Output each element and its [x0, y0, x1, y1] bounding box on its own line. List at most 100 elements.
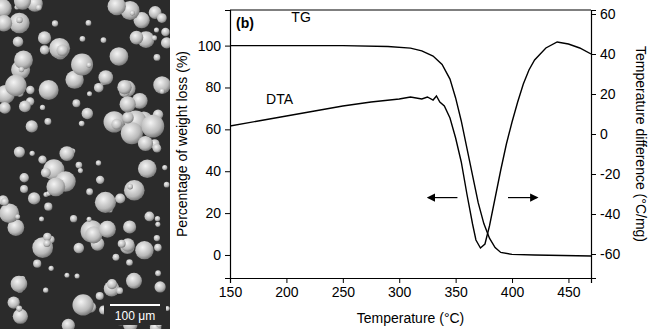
- particle: [39, 216, 44, 221]
- particle: [87, 91, 92, 96]
- tick: 100: [198, 38, 230, 54]
- axis-line: [231, 279, 592, 284]
- particle: [110, 47, 129, 66]
- particle: [52, 20, 58, 26]
- y-axis: 020406080100: [198, 11, 231, 279]
- particle: [40, 105, 45, 110]
- particle: [108, 0, 126, 15]
- tick: 0: [213, 247, 230, 263]
- particle: [144, 211, 154, 221]
- particle: [38, 31, 51, 44]
- particle: [72, 294, 93, 315]
- particle: [15, 214, 20, 219]
- figure: 100 μm150200250300350400450020406080100-…: [0, 0, 651, 329]
- particle: [157, 13, 167, 23]
- particle: [154, 235, 160, 241]
- tick: 80: [205, 79, 230, 95]
- particle: [39, 80, 59, 100]
- tick: 250: [332, 278, 356, 300]
- axis-arrow: [429, 197, 458, 198]
- particle: [46, 177, 65, 196]
- series-line: [230, 42, 591, 248]
- x-axis: 150 200 250 300 350 400 450: [219, 278, 592, 300]
- particle: [153, 76, 170, 93]
- axis-line: [225, 11, 231, 279]
- particle: [14, 146, 25, 157]
- x-axis-title: Temperature (°C): [357, 310, 465, 326]
- tick-label: 450: [557, 284, 581, 300]
- particle: [78, 168, 83, 173]
- particle: [64, 273, 69, 278]
- particle: [86, 188, 93, 195]
- particle: [49, 38, 70, 59]
- particle: [164, 182, 170, 188]
- particle: [11, 276, 28, 293]
- tick-label: 350: [444, 284, 468, 300]
- particle: [16, 306, 22, 312]
- tick-label: 100: [198, 38, 222, 54]
- particle: [20, 173, 29, 182]
- scale-bar: [110, 304, 160, 306]
- particle: [154, 244, 162, 252]
- particle: [96, 160, 101, 165]
- particle: [30, 151, 35, 156]
- particle: [49, 266, 54, 271]
- tick: 300: [388, 278, 412, 300]
- tick-mark: [456, 278, 457, 283]
- tick-mark: [225, 129, 230, 130]
- tick-label: 200: [275, 284, 299, 300]
- tick-label: 400: [501, 284, 525, 300]
- particle: [141, 115, 164, 138]
- tick-mark: [568, 278, 569, 283]
- particle: [43, 287, 48, 292]
- particle: [20, 185, 28, 193]
- tick-mark: [225, 255, 230, 256]
- particle: [0, 0, 12, 17]
- tick-mark: [225, 171, 230, 172]
- particle: [115, 193, 125, 203]
- tick-label: 300: [388, 284, 412, 300]
- particle: [79, 121, 85, 127]
- particle: [33, 260, 41, 268]
- tick-label: 80: [205, 79, 221, 95]
- particle: [59, 146, 74, 161]
- particle: [13, 36, 24, 47]
- particle: [155, 270, 161, 276]
- axis-line: [592, 11, 597, 279]
- particle: [40, 45, 49, 54]
- particle: [153, 144, 162, 153]
- particle: [95, 192, 116, 213]
- tick-mark: [343, 278, 344, 283]
- tick-label: 20: [600, 86, 616, 102]
- particle: [130, 31, 144, 45]
- tick: 20: [591, 86, 616, 102]
- tick: 40: [205, 163, 230, 179]
- tick-label: 40: [600, 46, 616, 62]
- particle: [86, 20, 92, 26]
- particle: [162, 165, 167, 170]
- particle: [44, 203, 52, 211]
- particle: [152, 35, 157, 40]
- tick-label: 250: [332, 284, 356, 300]
- particle: [19, 101, 31, 113]
- particle: [72, 99, 80, 107]
- panel-title: (b): [236, 15, 254, 31]
- particle: [155, 216, 160, 221]
- particle: [26, 120, 38, 132]
- tick-label: 20: [205, 205, 221, 221]
- particle: [62, 319, 75, 329]
- particle: [43, 233, 51, 241]
- particle: [1, 198, 9, 206]
- particle: [16, 17, 22, 23]
- tick-mark: [591, 174, 596, 175]
- particle: [112, 254, 119, 261]
- particle: [138, 136, 153, 151]
- particle: [116, 287, 123, 294]
- particle: [98, 70, 113, 85]
- particle: [87, 217, 92, 222]
- tick-mark: [591, 54, 596, 55]
- tick-mark: [591, 14, 596, 15]
- tick-label: 150: [219, 284, 243, 300]
- tick-mark: [286, 278, 287, 283]
- particle: [117, 80, 131, 94]
